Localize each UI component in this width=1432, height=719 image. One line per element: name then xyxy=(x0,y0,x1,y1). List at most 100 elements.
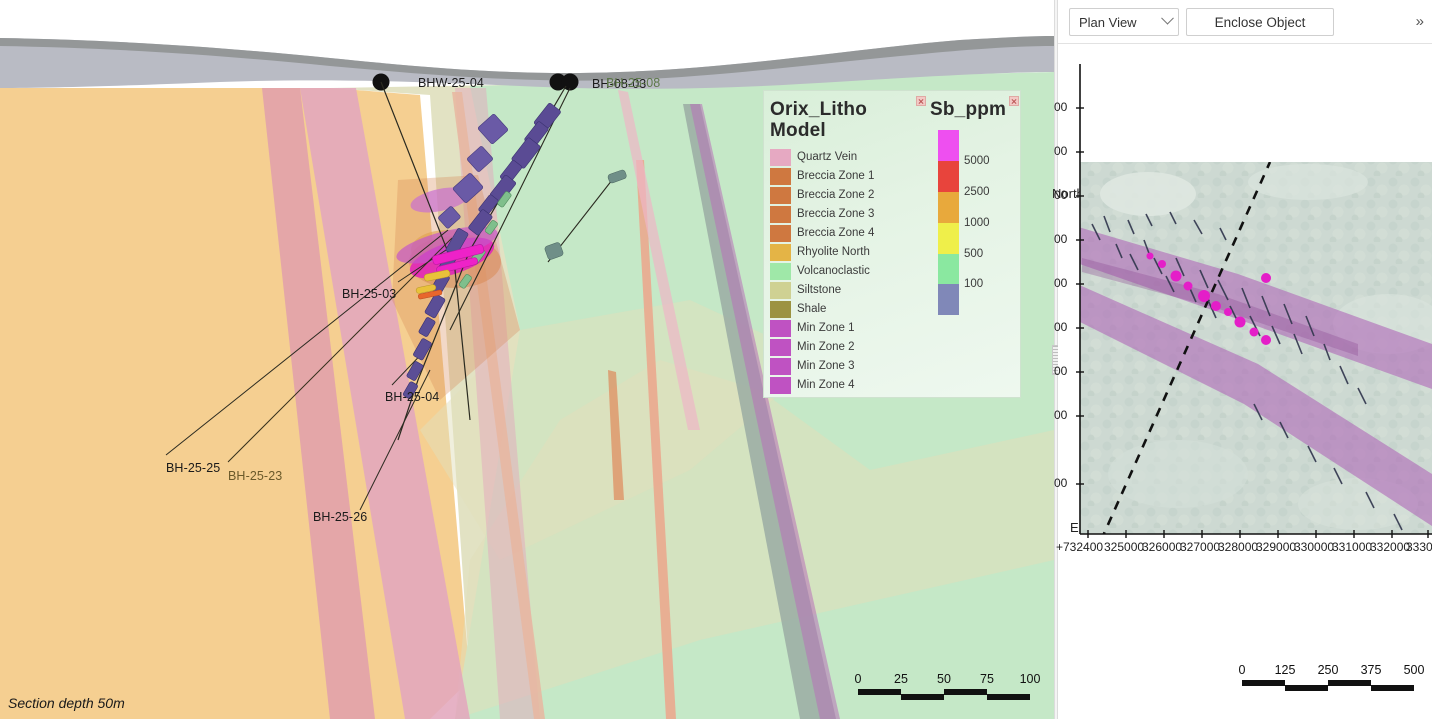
plan-view-toolbar: Plan View Enclose Object » xyxy=(1058,0,1432,44)
plan-view-panel: Plan View Enclose Object » North (Y) Ele… xyxy=(1052,0,1432,719)
plan-y-tick-label: 00 xyxy=(1054,144,1068,158)
ramp-segment-3 xyxy=(938,222,959,254)
legend-item-min-zone-2[interactable]: Min Zone 2 xyxy=(770,338,916,357)
legend-item-label: Breccia Zone 2 xyxy=(797,189,875,202)
plan-x-tick-label: 333000 xyxy=(1406,540,1432,554)
borehole-label-bh-25-08[interactable]: BH-25-08 xyxy=(606,76,661,90)
plan-x-tick-label: 327000 xyxy=(1180,540,1221,554)
sb-legend-title: Sb_ppm xyxy=(930,99,1007,120)
section-trace-line xyxy=(1102,162,1272,534)
legend-swatch-icon xyxy=(770,338,791,356)
legend-item-min-zone-1[interactable]: Min Zone 1 xyxy=(770,319,916,338)
legend-swatch-icon xyxy=(770,148,791,166)
section-scale-bar: 0 25 50 75 100 xyxy=(854,672,1040,703)
legend-item-quartz-vein[interactable]: Quartz Vein xyxy=(770,148,916,167)
scale-tick-label: 0 xyxy=(854,672,862,686)
ramp-tick-label: 100 xyxy=(964,278,984,291)
ramp-tick-label: 5000 xyxy=(964,155,990,168)
legend-item-label: Shale xyxy=(797,303,827,316)
legend-swatch-icon xyxy=(770,243,791,261)
scale-tick-label: 100 xyxy=(1019,672,1041,686)
ramp-segment-4 xyxy=(938,253,959,285)
view-mode-select[interactable]: Plan View xyxy=(1069,8,1179,36)
scale-tick-label: 125 xyxy=(1274,663,1296,677)
legend-swatch-icon xyxy=(770,281,791,299)
scale-tick-label: 0 xyxy=(1238,663,1246,677)
legend-swatch-icon xyxy=(770,262,791,280)
collar-bh-25-08 xyxy=(561,73,579,91)
plan-view-graphic xyxy=(1076,64,1432,538)
ramp-segment-1 xyxy=(938,161,959,192)
view-mode-label: Plan View xyxy=(1079,14,1137,30)
legend-item-label: Volcanoclastic xyxy=(797,265,870,278)
scale-tick-label: 25 xyxy=(894,672,908,686)
downhole-assay-intervals xyxy=(402,102,627,399)
legend-item-label: Breccia Zone 3 xyxy=(797,208,875,221)
legend-panel[interactable]: Orix_Litho Model Quartz Vein Breccia Zone… xyxy=(763,90,1021,398)
borehole-label-bh-25-03[interactable]: BH-25-03 xyxy=(342,287,397,301)
plan-y-tick-label: 00 xyxy=(1054,364,1068,378)
ramp-segment-0 xyxy=(938,130,959,162)
legend-item-volcanoclastic[interactable]: Volcanoclastic xyxy=(770,262,916,281)
mineral-corridor-2 xyxy=(1080,285,1432,526)
legend-item-label: Siltstone xyxy=(797,284,842,297)
legend-swatch-icon xyxy=(770,186,791,204)
legend-item-breccia-zone-1[interactable]: Breccia Zone 1 xyxy=(770,167,916,186)
legend-item-breccia-zone-4[interactable]: Breccia Zone 4 xyxy=(770,224,916,243)
borehole-label-bh-25-26[interactable]: BH-25-26 xyxy=(313,510,368,524)
scale-tick-label: 75 xyxy=(980,672,994,686)
legend-item-label: Breccia Zone 1 xyxy=(797,170,875,183)
plan-scale-bar: 0 125 250 375 500 xyxy=(1238,663,1424,694)
legend-item-breccia-zone-3[interactable]: Breccia Zone 3 xyxy=(770,205,916,224)
sb-legend-close-icon[interactable] xyxy=(1009,96,1019,106)
borehole-label-bh-25-25[interactable]: BH-25-25 xyxy=(166,461,221,475)
legend-item-label: Quartz Vein xyxy=(797,151,858,164)
legend-item-label: Breccia Zone 4 xyxy=(797,227,875,240)
borehole-label-bh-25-23[interactable]: BH-25-23 xyxy=(228,469,283,483)
scale-tick-label: 375 xyxy=(1360,663,1382,677)
borehole-label-bh-25-04[interactable]: BH-25-04 xyxy=(385,390,440,404)
litho-legend: Orix_Litho Model Quartz Vein Breccia Zone… xyxy=(764,91,916,395)
plan-y-tick-label: 00 xyxy=(1054,100,1068,114)
borehole-label-bh-08-03[interactable]: BH-08-03 xyxy=(592,77,647,91)
toolbar-overflow-button[interactable]: » xyxy=(1415,13,1424,30)
borehole-label-bhw-25-04[interactable]: BHW-25-04 xyxy=(418,76,484,90)
plan-x-tick-label: 331000 xyxy=(1332,540,1373,554)
legend-item-rhyolite-north[interactable]: Rhyolite North xyxy=(770,243,916,262)
ramp-segment-5 xyxy=(938,284,959,316)
litho-legend-title: Orix_Litho Model xyxy=(770,99,868,142)
legend-item-siltstone[interactable]: Siltstone xyxy=(770,281,916,300)
section-depth-note: Section depth 50m xyxy=(8,695,125,711)
sb-legend: Sb_ppm 5000 2500 1000 500 100 xyxy=(924,91,1022,316)
mineral-corridor-1 xyxy=(1080,227,1432,389)
ramp-tick-label: 2500 xyxy=(964,185,990,198)
plan-x-tick-label: +732400 xyxy=(1056,540,1104,554)
litho-legend-close-icon[interactable] xyxy=(916,96,926,106)
legend-swatch-icon xyxy=(770,319,791,337)
plan-y-tick-label: 00 xyxy=(1054,320,1068,334)
ramp-segment-2 xyxy=(938,191,959,223)
plan-x-tick-label: 332000 xyxy=(1370,540,1411,554)
plan-x-tick-label: 326000 xyxy=(1142,540,1183,554)
plan-y-tick-label: 00 xyxy=(1054,232,1068,246)
plan-x-tick-label: 328000 xyxy=(1218,540,1259,554)
plan-view-plot[interactable]: North (Y) Elev (Z) xyxy=(1052,44,1432,604)
legend-item-label: Rhyolite North xyxy=(797,246,870,259)
legend-item-min-zone-3[interactable]: Min Zone 3 xyxy=(770,357,916,376)
legend-item-min-zone-4[interactable]: Min Zone 4 xyxy=(770,376,916,395)
legend-item-label: Min Zone 1 xyxy=(797,322,855,335)
plan-x-tick-label: 329000 xyxy=(1256,540,1297,554)
enclose-object-button[interactable]: Enclose Object xyxy=(1186,8,1334,36)
ramp-tick-label: 500 xyxy=(964,247,984,260)
scale-tick-label: 250 xyxy=(1317,663,1339,677)
legend-item-label: Min Zone 3 xyxy=(797,360,855,373)
legend-swatch-icon xyxy=(770,376,791,394)
legend-swatch-icon xyxy=(770,167,791,185)
section-view-canvas[interactable]: BHW-25-04 BH-08-03 BH-25-08 BH-25-03 BH-25-0… xyxy=(0,0,1054,719)
legend-item-shale[interactable]: Shale xyxy=(770,300,916,319)
plan-x-tick-label: 330000 xyxy=(1294,540,1335,554)
ramp-tick-label: 1000 xyxy=(964,216,990,229)
legend-item-label: Min Zone 2 xyxy=(797,341,855,354)
legend-item-breccia-zone-2[interactable]: Breccia Zone 2 xyxy=(770,186,916,205)
scale-tick-label: 500 xyxy=(1403,663,1425,677)
